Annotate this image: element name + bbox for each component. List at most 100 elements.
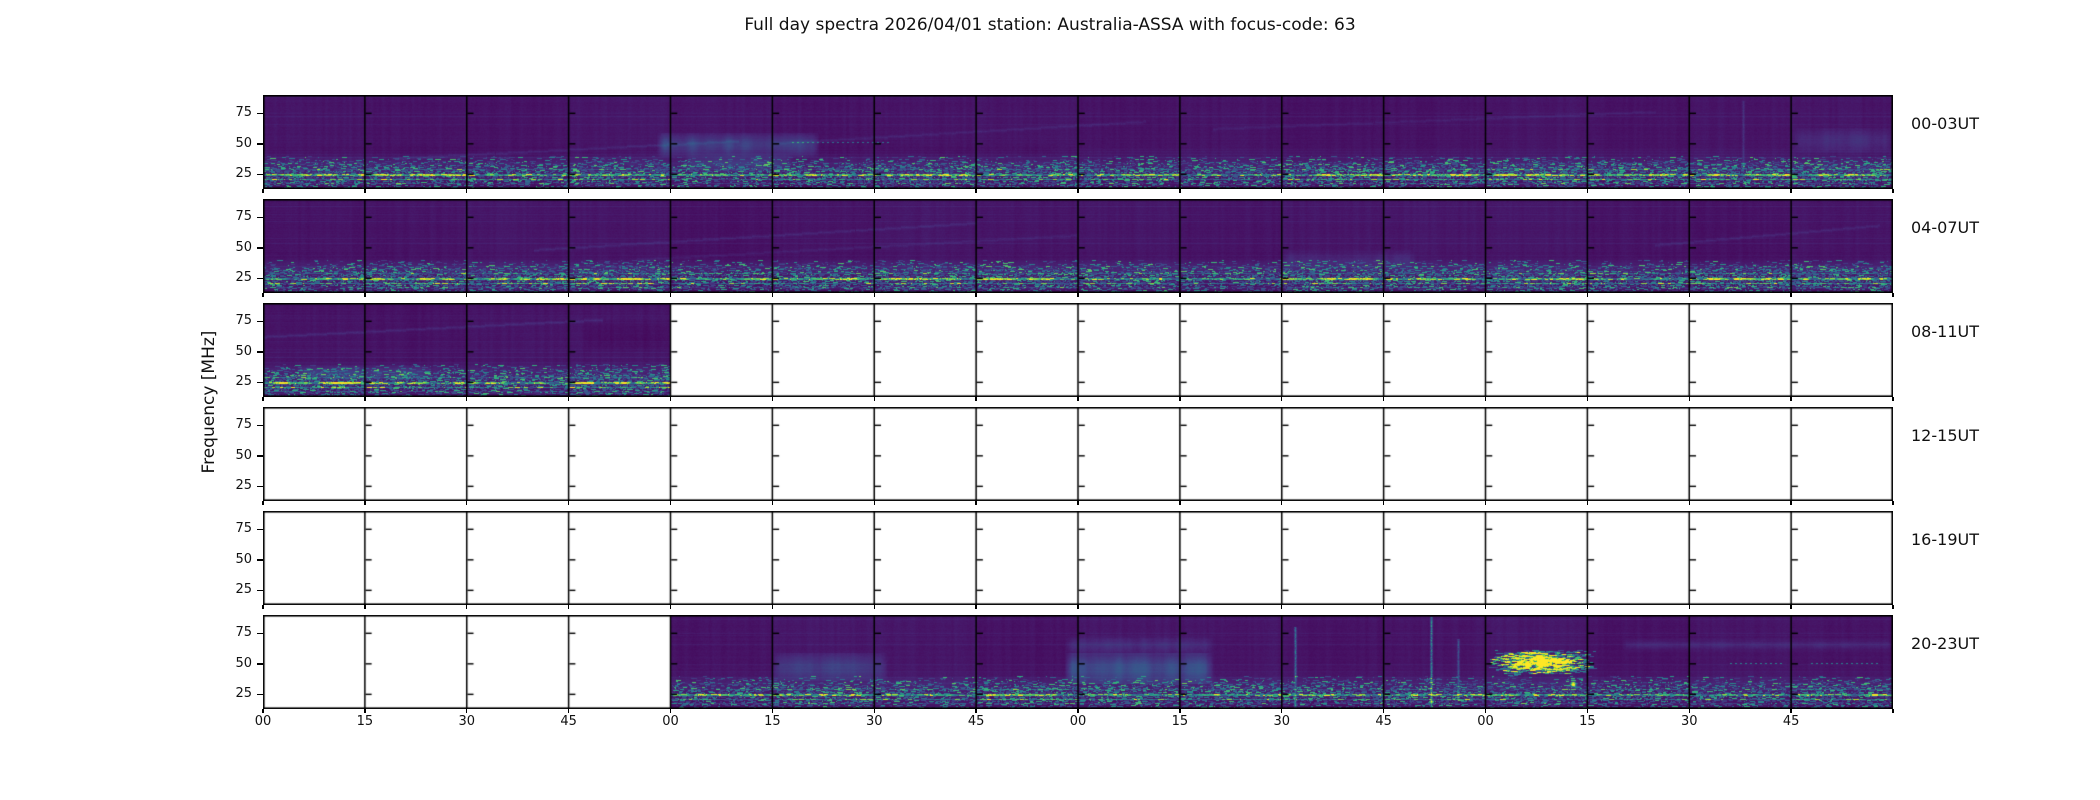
y-tick-label: 50 — [235, 343, 252, 359]
x-tick-mark — [1688, 605, 1690, 609]
y-tick-mark — [256, 112, 263, 115]
x-tick-mark — [1077, 709, 1079, 713]
x-tick-mark — [1586, 397, 1589, 401]
x-tick-mark — [364, 293, 366, 297]
y-tick-label: 25 — [235, 374, 252, 390]
x-tick-label: 45 — [1782, 714, 1800, 729]
x-tick-mark — [1484, 501, 1487, 505]
x-tick-mark — [567, 605, 570, 609]
x-tick-mark — [262, 189, 264, 193]
y-axis-label: Frequency [MHz] — [199, 330, 219, 474]
x-tick-mark — [1179, 293, 1181, 297]
x-tick-mark — [1382, 189, 1385, 193]
x-tick-mark — [1790, 605, 1792, 609]
x-tick-mark — [1688, 397, 1690, 401]
x-tick-mark — [669, 397, 672, 401]
row-time-label: 08-11UT — [1911, 322, 1979, 341]
x-tick-mark — [1179, 501, 1181, 505]
x-tick-mark — [1077, 605, 1079, 609]
y-tick-label: 25 — [235, 478, 252, 494]
x-tick-mark — [1281, 293, 1283, 297]
x-tick-mark — [771, 189, 774, 193]
y-tick-label: 75 — [235, 105, 252, 121]
x-tick-mark — [466, 397, 468, 401]
row-time-label: 20-23UT — [1911, 634, 1979, 653]
y-tick-mark — [256, 381, 263, 384]
x-tick-mark — [669, 501, 672, 505]
x-tick-mark — [1382, 605, 1385, 609]
figure-title: Full day spectra 2026/04/01 station: Aus… — [744, 15, 1356, 35]
x-tick-mark — [364, 397, 366, 401]
x-tick-mark — [466, 709, 468, 713]
x-tick-mark — [1077, 189, 1079, 193]
x-tick-mark — [1484, 709, 1487, 713]
x-tick-mark — [1892, 709, 1894, 713]
x-tick-mark — [364, 709, 366, 713]
y-tick-label: 75 — [235, 625, 252, 641]
x-tick-mark — [1281, 189, 1283, 193]
y-tick-mark — [256, 528, 263, 531]
x-tick-mark — [1077, 501, 1079, 505]
x-tick-label: 45 — [1375, 714, 1392, 729]
x-tick-mark — [1281, 605, 1283, 609]
x-tick-mark — [262, 397, 264, 401]
x-tick-mark — [771, 397, 774, 401]
x-tick-mark — [567, 501, 570, 505]
x-tick-mark — [669, 709, 672, 713]
x-tick-mark — [1790, 293, 1792, 297]
y-tick-mark — [256, 485, 263, 488]
x-tick-mark — [567, 189, 570, 193]
x-tick-label: 30 — [458, 714, 476, 729]
x-tick-mark — [364, 189, 366, 193]
y-tick-mark — [256, 455, 263, 457]
y-tick-mark — [256, 663, 263, 665]
x-tick-mark — [1484, 189, 1487, 193]
y-tick-mark — [256, 277, 263, 280]
row-time-label: 16-19UT — [1911, 530, 1979, 549]
y-tick-mark — [256, 216, 263, 219]
x-tick-mark — [873, 189, 875, 193]
x-tick-mark — [364, 501, 366, 505]
x-tick-mark — [1586, 709, 1589, 713]
row-time-label: 04-07UT — [1911, 218, 1979, 237]
x-tick-mark — [1179, 709, 1181, 713]
y-tick-mark — [256, 173, 263, 176]
x-tick-label: 45 — [967, 714, 985, 729]
x-tick-mark — [466, 605, 468, 609]
x-tick-mark — [669, 605, 672, 609]
x-tick-mark — [1382, 709, 1385, 713]
x-tick-mark — [975, 293, 977, 297]
x-tick-mark — [669, 293, 672, 297]
y-tick-label: 50 — [235, 135, 252, 151]
x-tick-mark — [1790, 189, 1792, 193]
x-tick-label: 30 — [1273, 714, 1291, 729]
row-time-label: 00-03UT — [1911, 114, 1979, 133]
x-tick-mark — [262, 709, 264, 713]
spectrogram-row-12-15ut — [263, 407, 1893, 501]
x-tick-mark — [1892, 501, 1894, 505]
spectrogram-row-08-11ut — [263, 303, 1893, 397]
spectrogram-row-20-23ut — [263, 615, 1893, 709]
x-tick-mark — [873, 709, 875, 713]
y-tick-mark — [256, 693, 263, 696]
y-tick-mark — [256, 424, 263, 427]
x-tick-mark — [1790, 397, 1792, 401]
x-tick-label: 15 — [1579, 714, 1596, 729]
x-tick-mark — [1688, 501, 1690, 505]
x-tick-mark — [771, 293, 774, 297]
x-tick-label: 15 — [356, 714, 374, 729]
y-tick-label: 25 — [235, 686, 252, 702]
x-tick-mark — [873, 397, 875, 401]
y-tick-label: 75 — [235, 417, 252, 433]
row-time-label: 12-15UT — [1911, 426, 1979, 445]
x-tick-mark — [975, 397, 977, 401]
x-tick-mark — [1892, 189, 1894, 193]
x-tick-mark — [1892, 397, 1894, 401]
x-tick-mark — [567, 397, 570, 401]
x-tick-mark — [1484, 397, 1487, 401]
x-tick-mark — [1688, 293, 1690, 297]
x-tick-mark — [262, 501, 264, 505]
x-tick-mark — [567, 293, 570, 297]
x-tick-mark — [1179, 397, 1181, 401]
